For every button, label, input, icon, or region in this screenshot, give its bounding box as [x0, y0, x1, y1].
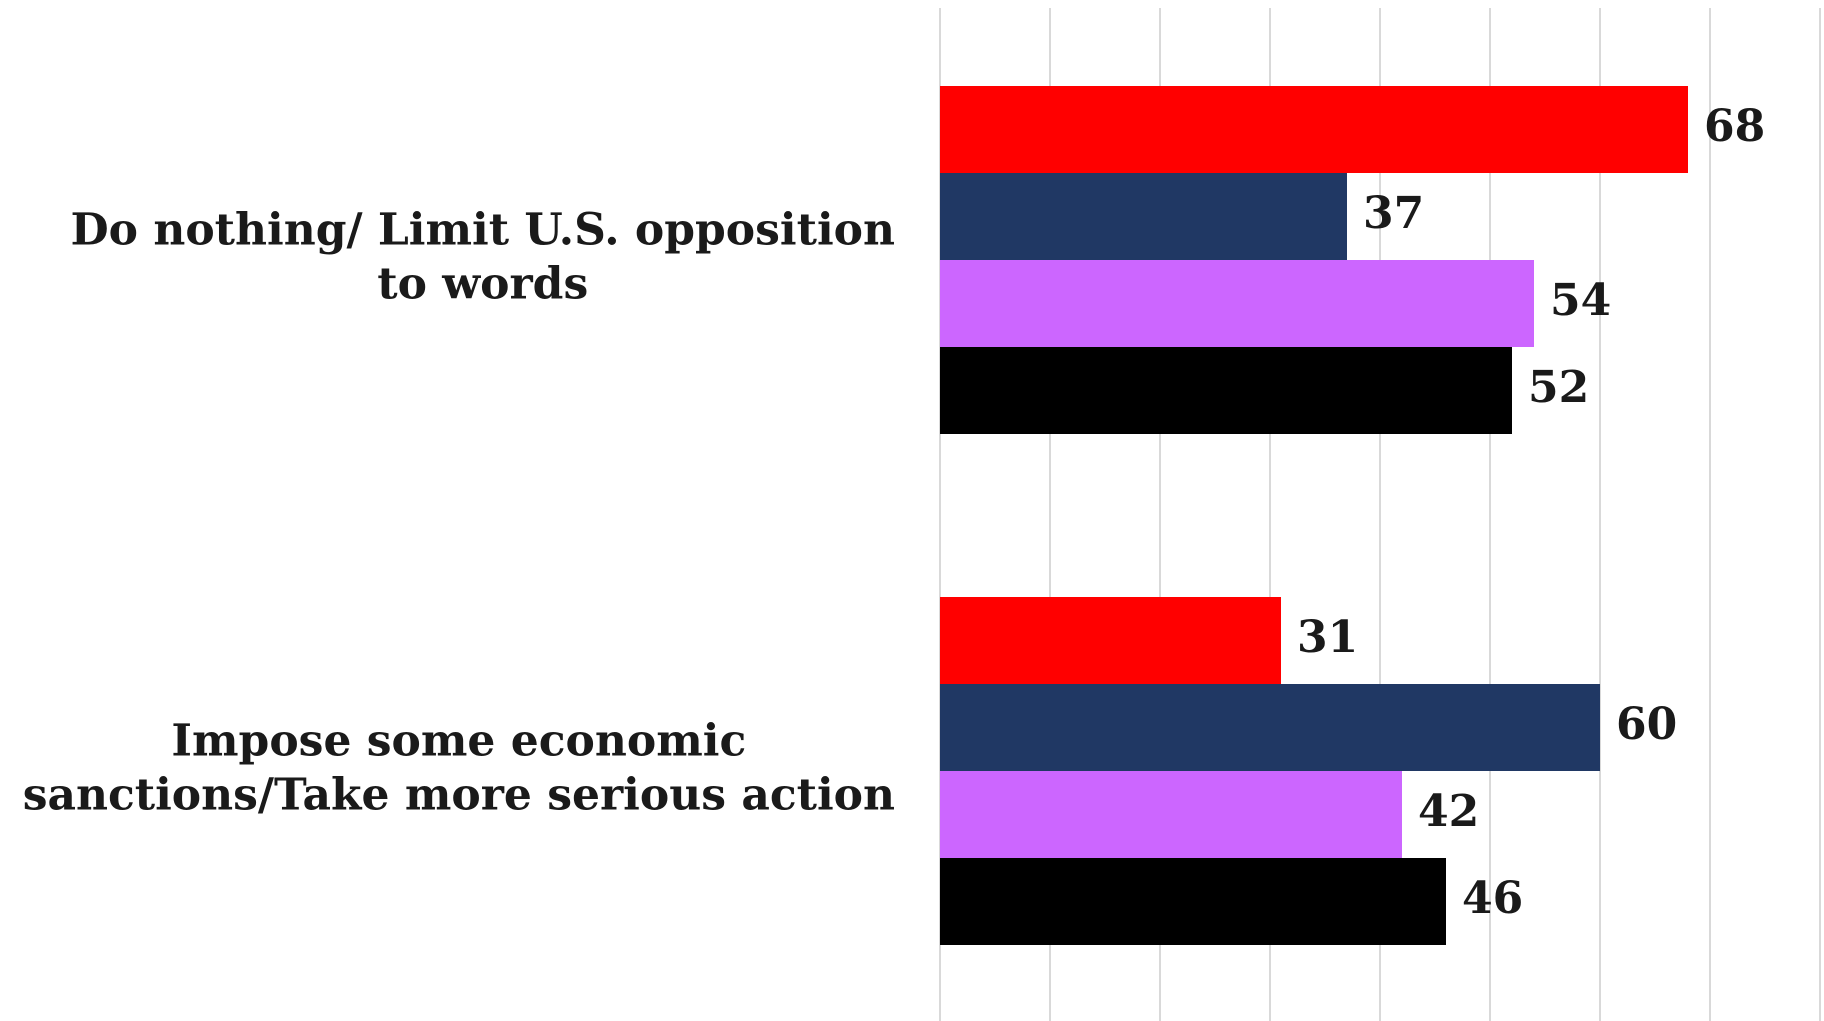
bar: [940, 597, 1281, 684]
bar: [940, 347, 1512, 434]
bar: [940, 86, 1688, 173]
category-label: Do nothing/ Limit U.S. opposition: [71, 205, 895, 256]
data-label: 42: [1418, 786, 1479, 837]
bar: [940, 684, 1600, 771]
category-label: to words: [377, 259, 588, 310]
data-label: 31: [1297, 612, 1358, 663]
bars: [940, 86, 1688, 945]
bar: [940, 858, 1446, 945]
bar: [940, 173, 1347, 260]
data-label: 60: [1616, 699, 1677, 750]
bar: [940, 260, 1534, 347]
data-label: 52: [1528, 362, 1589, 413]
data-label: 46: [1462, 873, 1523, 924]
category-label: Impose some economic: [171, 716, 746, 767]
data-label: 54: [1550, 275, 1611, 326]
data-label: 37: [1363, 188, 1424, 239]
data-labels: 68 37 54 52 31 60 42 46: [1297, 101, 1765, 924]
bar: [940, 771, 1402, 858]
category-label: sanctions/Take more serious action: [23, 770, 895, 821]
data-label: 68: [1704, 101, 1765, 152]
